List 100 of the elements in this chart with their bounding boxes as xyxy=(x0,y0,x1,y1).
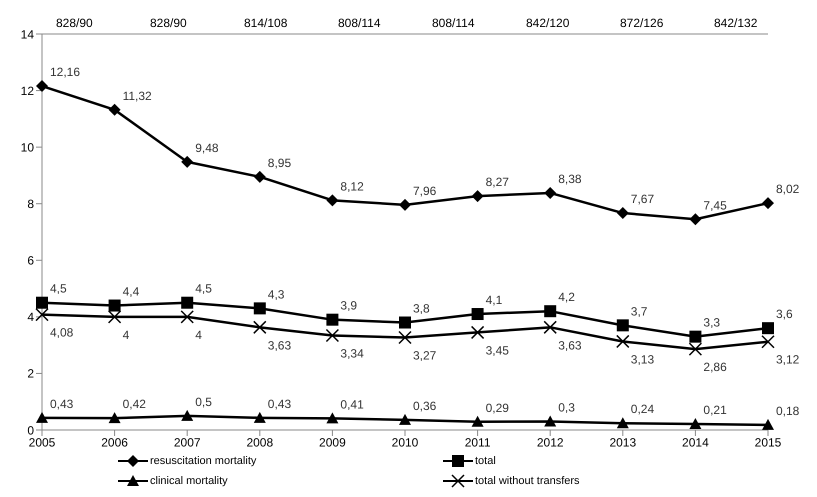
point xyxy=(254,302,266,314)
point xyxy=(108,412,121,424)
y-tick-label: 2 xyxy=(27,366,34,381)
point xyxy=(254,412,266,423)
point xyxy=(108,300,121,312)
data-label: 4,5 xyxy=(50,282,68,296)
data-label: 0,42 xyxy=(122,397,146,412)
data-label: 2,86 xyxy=(703,360,728,374)
legend-label: total xyxy=(475,455,496,467)
data-label: 3,6 xyxy=(776,307,794,322)
x-tick-label: 2013 xyxy=(609,436,636,450)
point xyxy=(544,305,556,318)
data-label: 3,13 xyxy=(630,352,654,366)
x-tick-label: 2012 xyxy=(536,436,564,450)
point xyxy=(470,326,484,340)
data-label: 0,24 xyxy=(630,402,654,416)
y-tick-label: 6 xyxy=(27,254,34,268)
point xyxy=(762,322,774,334)
point xyxy=(689,330,702,343)
data-label: 0,36 xyxy=(413,398,437,413)
point xyxy=(472,308,484,320)
data-label: 3,63 xyxy=(558,338,582,352)
data-label: 0,21 xyxy=(703,403,728,418)
data-label: 3,9 xyxy=(340,298,358,313)
data-label: 3,45 xyxy=(486,343,510,358)
data-label: 8,12 xyxy=(340,179,364,194)
point xyxy=(762,418,774,430)
x-tick-label: 2009 xyxy=(319,436,346,450)
data-label: 0,41 xyxy=(340,397,364,412)
data-label: 0,29 xyxy=(486,400,510,415)
legend-label: clinical mortality xyxy=(150,475,228,487)
data-label: 0,18 xyxy=(776,404,800,418)
point xyxy=(180,310,194,324)
data-label: 0,3 xyxy=(558,400,576,415)
legend-label: total without transfers xyxy=(475,475,580,487)
point xyxy=(181,296,194,309)
data-label: 4,4 xyxy=(122,284,140,299)
y-tick-label: 0 xyxy=(27,423,34,438)
text: 808/114 xyxy=(432,16,474,30)
point xyxy=(689,418,702,430)
legend-label: resuscitation mortality xyxy=(150,455,256,467)
data-label: 3,12 xyxy=(776,352,800,367)
data-label: 8,95 xyxy=(268,156,292,170)
x-tick-label: 2011 xyxy=(464,436,491,450)
data-label: 3,7 xyxy=(630,304,648,318)
x-tick-label: 2007 xyxy=(174,436,201,450)
y-tick-label: 12 xyxy=(20,84,34,98)
x-tick-label: 2015 xyxy=(754,436,782,450)
point xyxy=(108,104,121,116)
point xyxy=(181,410,194,421)
point xyxy=(761,335,775,348)
data-label: 7,67 xyxy=(630,192,654,206)
point xyxy=(326,314,338,326)
text: 828/90 xyxy=(56,16,93,30)
x-tick-label: 2006 xyxy=(101,436,128,450)
point xyxy=(399,198,411,211)
point xyxy=(688,342,702,356)
x-tick-label: 2005 xyxy=(28,436,56,450)
point xyxy=(689,213,702,226)
data-label: 0,43 xyxy=(268,396,292,411)
point xyxy=(36,412,48,423)
point xyxy=(544,186,556,199)
point xyxy=(398,330,412,344)
data-label: 8,38 xyxy=(558,172,582,186)
point xyxy=(326,412,338,424)
point xyxy=(543,320,557,334)
data-label: 12,16 xyxy=(50,65,80,80)
data-label: 9,48 xyxy=(195,140,219,155)
point xyxy=(108,310,122,324)
point xyxy=(399,414,411,425)
point xyxy=(254,170,266,183)
data-label: 4,3 xyxy=(268,287,285,302)
y-tick-label: 14 xyxy=(20,27,34,42)
data-label: 0,43 xyxy=(50,396,74,411)
point xyxy=(616,207,629,220)
data-label: 3,34 xyxy=(340,346,364,361)
y-tick-label: 10 xyxy=(20,140,34,154)
data-label: 4,1 xyxy=(486,293,503,308)
point xyxy=(616,334,630,348)
point xyxy=(326,194,338,206)
data-label: 3,63 xyxy=(268,338,292,352)
point xyxy=(326,328,340,342)
data-label: 0,5 xyxy=(195,394,212,409)
text: 814/108 xyxy=(244,16,288,30)
data-label: 4 xyxy=(122,328,130,342)
point xyxy=(472,416,484,427)
x-tick-label: 2014 xyxy=(682,436,710,450)
data-label: 7,96 xyxy=(413,184,437,198)
point xyxy=(616,319,629,332)
point xyxy=(36,296,48,309)
text: 842/120 xyxy=(526,16,570,30)
y-tick-label: 4 xyxy=(27,310,34,324)
text: 828/90 xyxy=(150,16,187,30)
y-tick-label: 8 xyxy=(27,196,34,211)
x-tick-label: 2008 xyxy=(246,436,274,450)
point xyxy=(35,308,49,322)
data-label: 4,5 xyxy=(195,282,212,296)
point xyxy=(399,316,411,329)
point xyxy=(544,416,556,427)
text: 808/114 xyxy=(338,16,380,30)
